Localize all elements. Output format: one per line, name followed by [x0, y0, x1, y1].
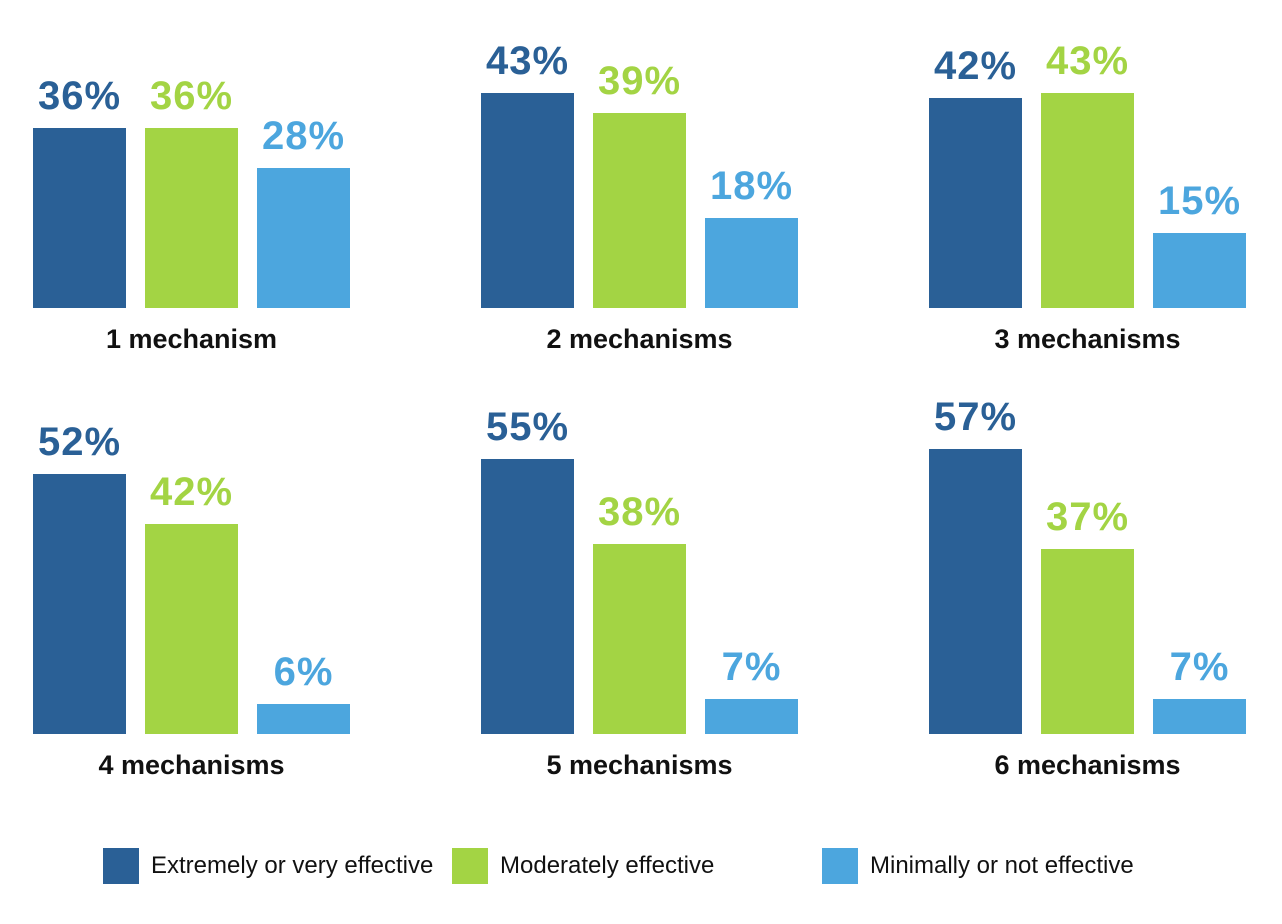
legend-label: Moderately effective — [500, 852, 715, 879]
bar-minimally-effective — [257, 704, 350, 734]
bar-value-label: 52% — [37, 420, 122, 464]
legend-swatch-minimally-icon — [822, 848, 858, 884]
bar-minimally-effective — [705, 218, 798, 308]
bar-extremely-effective — [929, 98, 1022, 308]
legend-item-moderately-effective: Moderately effective — [452, 848, 714, 884]
bar-extremely-effective — [33, 128, 126, 308]
bar-value-label: 36% — [149, 74, 234, 118]
chart-2-mechanisms: 43% 39% 18% 2 mechanisms — [481, 8, 798, 354]
bar-value-label: 42% — [149, 470, 234, 514]
bar-group-minimally: 6% — [257, 652, 350, 734]
bar-value-label: 55% — [485, 405, 570, 449]
chart-caption: 5 mechanisms — [546, 750, 733, 780]
bar-group-extremely: 42% — [929, 46, 1022, 308]
bar-value-label: 43% — [1045, 39, 1130, 83]
legend-item-extremely-effective: Extremely or very effective — [103, 848, 433, 884]
bar-value-label: 57% — [933, 395, 1018, 439]
bar-extremely-effective — [929, 449, 1022, 734]
bar-group-moderately: 43% — [1041, 41, 1134, 308]
chart-caption: 6 mechanisms — [994, 750, 1181, 780]
bar-group-extremely: 57% — [929, 397, 1022, 734]
bar-value-label: 42% — [933, 44, 1018, 88]
bar-area: 52% 42% 6% — [33, 422, 350, 734]
bar-moderately-effective — [145, 524, 238, 734]
bar-extremely-effective — [33, 474, 126, 734]
bar-moderately-effective — [1041, 93, 1134, 308]
bar-moderately-effective — [145, 128, 238, 308]
bar-minimally-effective — [1153, 699, 1246, 734]
legend-label: Extremely or very effective — [151, 852, 434, 879]
bar-value-label: 39% — [597, 59, 682, 103]
bar-group-extremely: 43% — [481, 41, 574, 308]
bar-group-moderately: 36% — [145, 76, 238, 308]
bar-moderately-effective — [593, 544, 686, 734]
bar-value-label: 28% — [261, 114, 346, 158]
bar-area: 57% 37% 7% — [929, 397, 1246, 734]
bar-group-extremely: 52% — [33, 422, 126, 734]
bar-group-moderately: 39% — [593, 61, 686, 308]
bar-extremely-effective — [481, 459, 574, 734]
bar-moderately-effective — [593, 113, 686, 308]
bar-area: 43% 39% 18% — [481, 8, 798, 308]
chart-caption: 1 mechanism — [105, 324, 278, 354]
legend-label: Minimally or not effective — [870, 852, 1134, 879]
bar-value-label: 43% — [485, 39, 570, 83]
bar-value-label: 38% — [597, 490, 682, 534]
chart-caption: 3 mechanisms — [994, 324, 1181, 354]
bar-minimally-effective — [705, 699, 798, 734]
chart-1-mechanism: 36% 36% 28% 1 mechanism — [33, 8, 350, 354]
legend-swatch-moderately-icon — [452, 848, 488, 884]
bar-area: 55% 38% 7% — [481, 407, 798, 734]
bar-group-minimally: 15% — [1153, 181, 1246, 308]
bar-value-label: 7% — [721, 645, 782, 689]
bar-group-minimally: 7% — [705, 647, 798, 734]
bar-area: 42% 43% 15% — [929, 8, 1246, 308]
bar-value-label: 37% — [1045, 495, 1130, 539]
bar-value-label: 18% — [709, 164, 794, 208]
chart-4-mechanisms: 52% 42% 6% 4 mechanisms — [33, 422, 350, 780]
bar-group-minimally: 7% — [1153, 647, 1246, 734]
chart-caption: 4 mechanisms — [98, 750, 285, 780]
chart-6-mechanisms: 57% 37% 7% 6 mechanisms — [929, 397, 1246, 780]
legend-swatch-extremely-icon — [103, 848, 139, 884]
legend: Extremely or very effective Moderately e… — [0, 848, 1282, 888]
bar-value-label: 6% — [273, 650, 334, 694]
bar-minimally-effective — [1153, 233, 1246, 308]
chart-caption: 2 mechanisms — [546, 324, 733, 354]
bar-minimally-effective — [257, 168, 350, 308]
bar-extremely-effective — [481, 93, 574, 308]
bar-group-moderately: 42% — [145, 472, 238, 734]
bar-group-extremely: 36% — [33, 76, 126, 308]
bar-group-extremely: 55% — [481, 407, 574, 734]
bar-moderately-effective — [1041, 549, 1134, 734]
legend-item-minimally-effective: Minimally or not effective — [822, 848, 1134, 884]
bar-group-moderately: 37% — [1041, 497, 1134, 734]
chart-3-mechanisms: 42% 43% 15% 3 mechanisms — [929, 8, 1246, 354]
bar-value-label: 15% — [1157, 179, 1242, 223]
bar-group-minimally: 28% — [257, 116, 350, 308]
bar-value-label: 36% — [37, 74, 122, 118]
bar-group-moderately: 38% — [593, 492, 686, 734]
bar-group-minimally: 18% — [705, 166, 798, 308]
bar-area: 36% 36% 28% — [33, 8, 350, 308]
bar-value-label: 7% — [1169, 645, 1230, 689]
chart-5-mechanisms: 55% 38% 7% 5 mechanisms — [481, 407, 798, 780]
small-multiples-grid: 36% 36% 28% 1 mechanism 43% 39% — [33, 8, 1246, 780]
